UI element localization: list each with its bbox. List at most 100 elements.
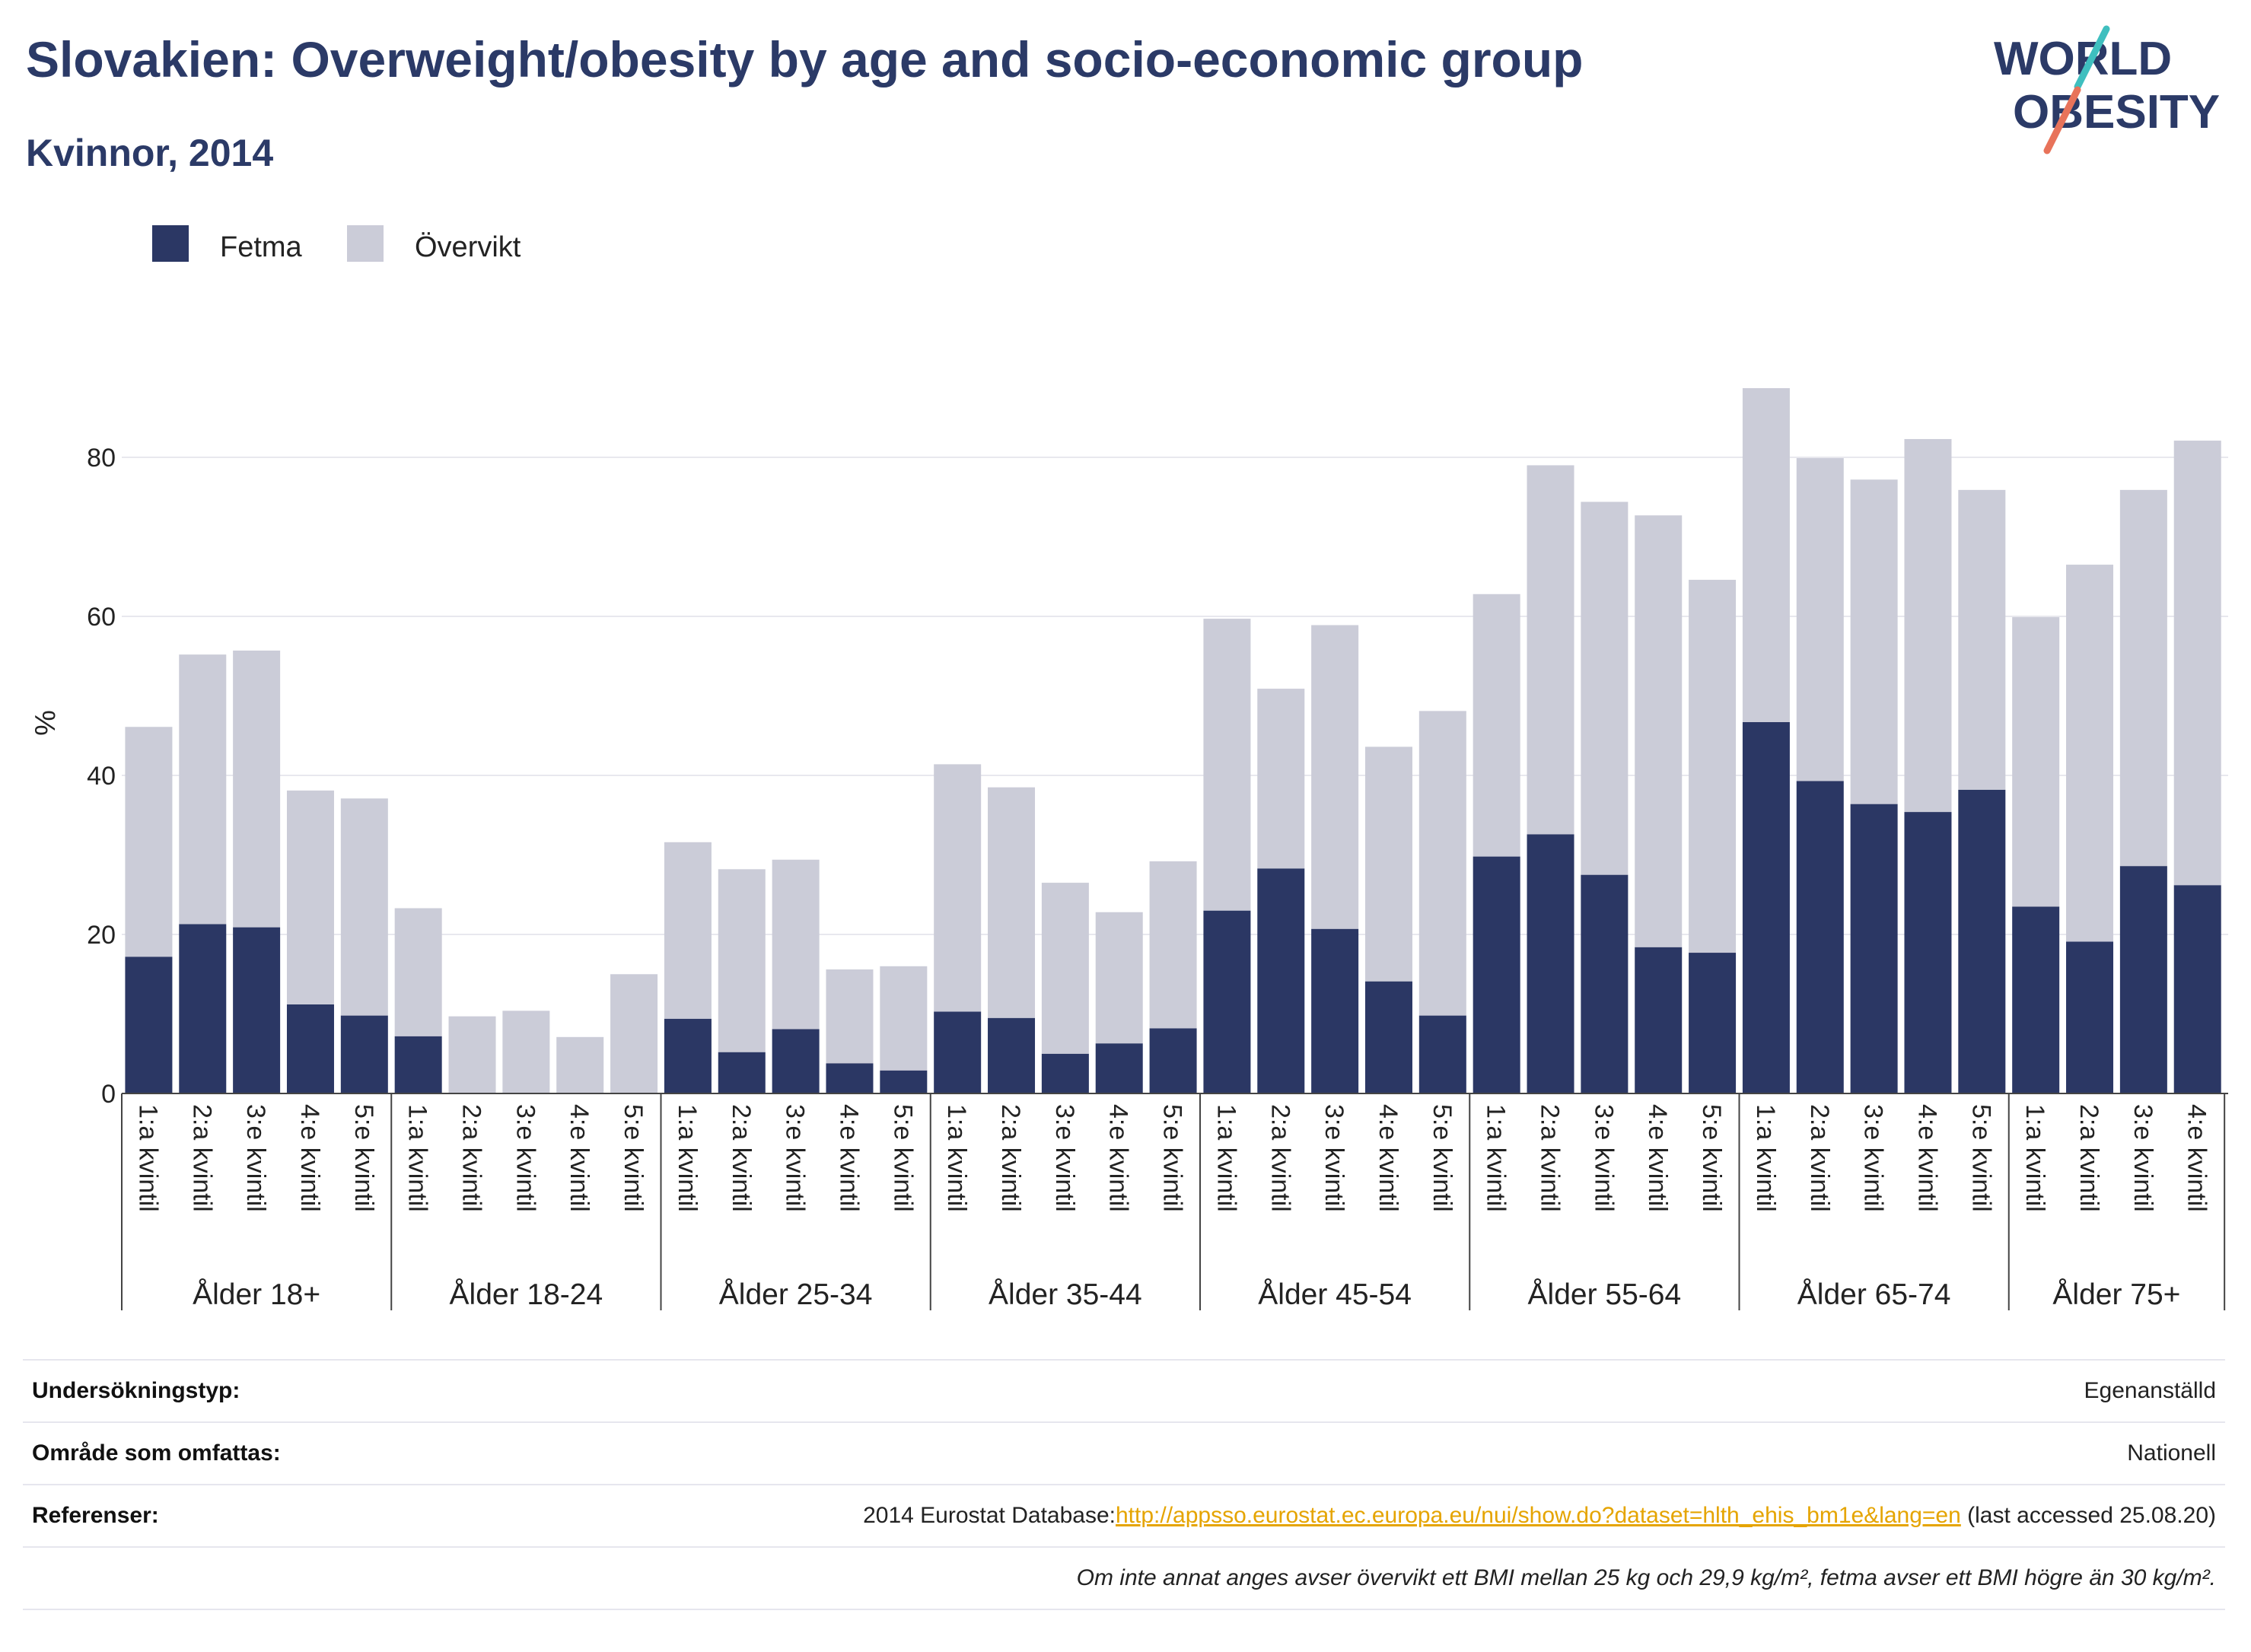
bar-fetma xyxy=(1689,953,1737,1093)
bar-overvikt xyxy=(340,798,388,1016)
reference-suffix: (last accessed 25.08.20) xyxy=(1960,1503,2216,1528)
x-category-label: 4:e kvintil xyxy=(1912,1104,1941,1212)
bar-overvikt xyxy=(2066,565,2114,942)
x-category-label: 5:e kvintil xyxy=(619,1104,648,1212)
x-category-label: 4:e kvintil xyxy=(1104,1104,1133,1212)
bar-fetma xyxy=(826,1063,874,1093)
y-tick-label: 0 xyxy=(101,1080,116,1109)
bar-overvikt xyxy=(1850,479,1898,804)
x-category-label: 1:a kvintil xyxy=(673,1104,702,1212)
info-row-survey-type: Undersökningstyp: Egenanställd xyxy=(23,1359,2225,1423)
x-category-label: 3:e kvintil xyxy=(1589,1104,1618,1212)
bar-fetma xyxy=(1635,947,1683,1093)
legend-swatch-fetma xyxy=(152,225,189,262)
bar-overvikt xyxy=(394,908,442,1036)
bar-fetma xyxy=(1796,781,1844,1093)
bar-overvikt xyxy=(772,859,820,1030)
bar-fetma xyxy=(664,1018,712,1093)
bar-fetma xyxy=(2173,885,2221,1093)
x-category-label: 1:a kvintil xyxy=(1751,1104,1780,1212)
bar-overvikt xyxy=(556,1036,604,1093)
bar-overvikt xyxy=(1635,515,1683,947)
logo-slash-coral xyxy=(2043,86,2081,154)
bar-fetma xyxy=(2066,941,2114,1093)
x-axis: 1:a kvintil 2:a kvintil 3:e kvintil 4:e kvi… xyxy=(121,1093,2228,1311)
y-tick-label: 40 xyxy=(87,762,116,791)
bar-overvikt xyxy=(1581,501,1629,875)
bar-overvikt xyxy=(2012,617,2060,907)
reference-link[interactable]: http://appsso.eurostat.ec.europa.eu/nui/… xyxy=(1115,1503,1961,1528)
bar-overvikt xyxy=(286,790,334,1004)
legend-swatch-overvikt xyxy=(347,225,384,262)
info-row-references: Referenser: 2014 Eurostat Database:http:… xyxy=(23,1484,2225,1548)
x-group-label: Ålder 25-34 xyxy=(719,1278,873,1311)
bar-overvikt xyxy=(179,654,227,925)
x-category-label: 2:a kvintil xyxy=(727,1104,756,1212)
bar-fetma xyxy=(1473,856,1520,1093)
bar-overvikt xyxy=(448,1016,496,1093)
bar-overvikt xyxy=(1689,579,1737,953)
info-row-coverage: Område som omfattas: Nationell xyxy=(23,1421,2225,1485)
logo-line2: OBESITY xyxy=(2013,86,2220,138)
legend-label-fetma: Fetma xyxy=(220,231,303,263)
survey-type-label: Undersökningstyp: xyxy=(23,1359,467,1423)
bar-fetma xyxy=(772,1029,820,1093)
bar-overvikt xyxy=(1203,619,1251,911)
x-category-label: 3:e kvintil xyxy=(1859,1104,1888,1212)
y-tick-label: 20 xyxy=(87,921,116,950)
x-category-label: 1:a kvintil xyxy=(133,1104,162,1212)
bar-overvikt xyxy=(880,966,928,1071)
x-category-label: 3:e kvintil xyxy=(1050,1104,1079,1212)
x-category-label: 3:e kvintil xyxy=(241,1104,270,1212)
y-tick-label: 80 xyxy=(87,444,116,473)
bar-fetma xyxy=(2012,906,2060,1093)
x-category-label: 3:e kvintil xyxy=(1320,1104,1348,1212)
bar-overvikt xyxy=(1527,465,1574,835)
bar-fetma xyxy=(340,1015,388,1093)
x-category-label: 1:a kvintil xyxy=(1482,1104,1511,1212)
bar-fetma xyxy=(286,1004,334,1093)
bar-fetma xyxy=(1904,812,1952,1093)
bar-fetma xyxy=(1257,868,1305,1093)
x-group-label: Ålder 55-64 xyxy=(1528,1278,1682,1311)
bar-fetma xyxy=(934,1011,982,1093)
bar-overvikt xyxy=(1796,458,1844,781)
bar-fetma xyxy=(1527,834,1574,1093)
x-group-label: Ålder 18-24 xyxy=(450,1278,603,1311)
x-category-label: 5:e kvintil xyxy=(1428,1104,1457,1212)
bar-overvikt xyxy=(125,727,173,957)
bar-overvikt xyxy=(1095,912,1143,1044)
bar-fetma xyxy=(988,1017,1036,1093)
x-category-label: 4:e kvintil xyxy=(565,1104,594,1212)
bar-overvikt xyxy=(1958,489,2006,790)
x-group-label: Ålder 45-54 xyxy=(1258,1278,1412,1311)
x-category-label: 1:a kvintil xyxy=(403,1104,432,1212)
bar-overvikt xyxy=(2173,441,2221,886)
x-category-label: 5:e kvintil xyxy=(1966,1104,1995,1212)
bar-overvikt xyxy=(718,869,766,1052)
x-category-label: 2:a kvintil xyxy=(457,1104,486,1212)
bar-overvikt xyxy=(233,650,281,928)
chart-title: Slovakien: Overweight/obesity by age and… xyxy=(26,31,1584,88)
bar-fetma xyxy=(718,1052,766,1093)
bar-fetma xyxy=(1742,721,1790,1093)
x-category-label: 4:e kvintil xyxy=(2183,1104,2211,1212)
bar-overvikt xyxy=(1742,388,1790,722)
bmi-definition-note: Om inte annat anges avser övervikt ett B… xyxy=(23,1546,2225,1610)
x-category-label: 2:a kvintil xyxy=(187,1104,216,1212)
bar-fetma xyxy=(1203,910,1251,1093)
y-tick-label: 60 xyxy=(87,603,116,632)
world-obesity-logo: WORLD OBESITY xyxy=(1994,25,2220,154)
bar-fetma xyxy=(394,1036,442,1093)
x-group-label: Ålder 18+ xyxy=(193,1278,320,1311)
bar-fetma xyxy=(1418,1015,1466,1093)
y-axis-label: % xyxy=(30,710,62,736)
x-category-label: 3:e kvintil xyxy=(2128,1104,2157,1212)
bars xyxy=(125,388,2221,1093)
bar-overvikt xyxy=(1311,625,1359,929)
x-category-label: 3:e kvintil xyxy=(781,1104,810,1212)
bar-fetma xyxy=(233,927,281,1093)
x-group-label: Ålder 35-44 xyxy=(989,1278,1142,1311)
bar-fetma xyxy=(1311,928,1359,1093)
x-category-label: 5:e kvintil xyxy=(1158,1104,1187,1212)
